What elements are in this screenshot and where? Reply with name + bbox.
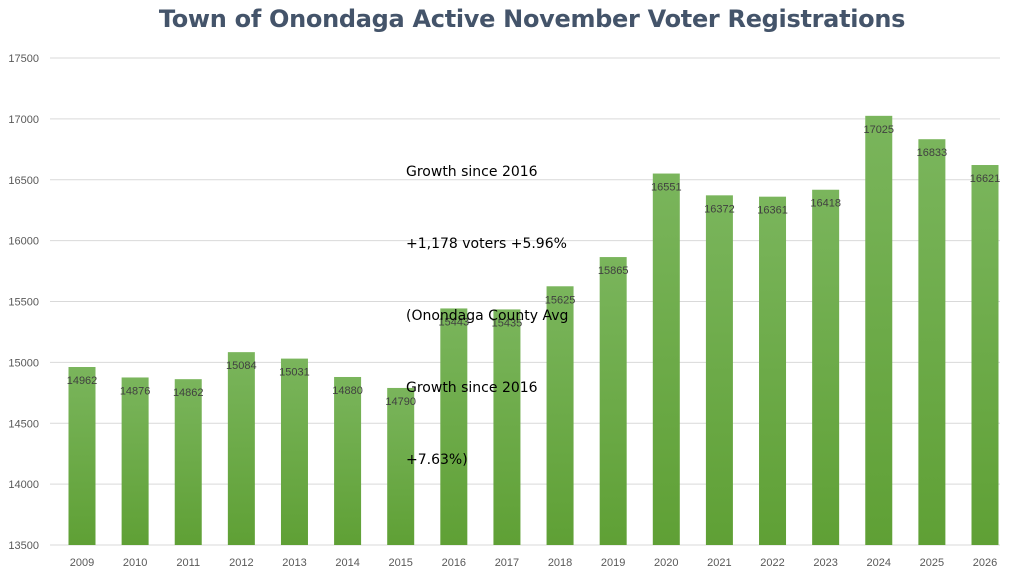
bar-2020	[652, 173, 680, 545]
x-tick-label: 2019	[601, 557, 625, 569]
data-label: 16833	[917, 147, 948, 159]
y-tick-label: 16000	[8, 236, 39, 248]
x-tick-label: 2025	[920, 557, 944, 569]
data-label: 16418	[810, 198, 841, 210]
x-tick-label: 2012	[229, 557, 253, 569]
data-label: 16551	[651, 182, 682, 194]
annotation-line: Growth since 2016	[406, 164, 538, 180]
bar-2017	[493, 309, 521, 545]
data-label: 14962	[67, 375, 98, 387]
y-tick-label: 17000	[8, 114, 39, 126]
x-tick-label: 2021	[707, 557, 731, 569]
data-label: 14790	[385, 396, 416, 408]
x-tick-label: 2026	[973, 557, 997, 569]
bar-2023	[812, 189, 840, 545]
bar-2022	[759, 196, 787, 545]
bar-2025	[918, 139, 946, 545]
x-tick-label: 2015	[388, 557, 412, 569]
annotation-line: Growth since 2016	[406, 380, 538, 396]
bar-2014	[334, 376, 362, 545]
y-tick-label: 17500	[8, 53, 39, 65]
x-tick-label: 2013	[282, 557, 306, 569]
data-label: 17025	[863, 124, 894, 136]
bar-2016	[440, 308, 468, 545]
data-label: 15435	[492, 317, 523, 329]
data-label: 15443	[439, 316, 470, 328]
data-label: 14880	[332, 385, 363, 397]
data-label: 14862	[173, 387, 204, 399]
x-tick-label: 2020	[654, 557, 678, 569]
bar-2024	[865, 115, 893, 546]
annotation-line: +7.63%)	[406, 452, 468, 468]
y-tick-label: 16500	[8, 175, 39, 187]
bar-2019	[599, 257, 627, 545]
data-label: 14876	[120, 385, 151, 397]
data-label: 16621	[970, 173, 1001, 185]
y-tick-label: 14000	[8, 479, 39, 491]
annotation-line: +1,178 voters +5.96%	[406, 236, 567, 252]
bar-2009	[68, 367, 96, 545]
data-label: 15865	[598, 265, 629, 277]
bar-2018	[546, 286, 574, 545]
y-tick-label: 14500	[8, 418, 39, 430]
bar-2015	[387, 387, 415, 545]
chart-title: Town of Onondaga Active November Voter R…	[158, 5, 906, 33]
bar-2011	[174, 379, 202, 545]
x-tick-label: 2022	[760, 557, 784, 569]
bar-2012	[227, 352, 255, 545]
gridlines	[50, 57, 1000, 546]
bar-2021	[705, 195, 733, 546]
y-tick-label: 15500	[8, 297, 39, 309]
x-tick-label: 2010	[123, 557, 147, 569]
data-label: 15031	[279, 367, 310, 379]
bar-2010	[121, 377, 149, 545]
y-tick-label: 13500	[8, 540, 39, 552]
x-tick-label: 2023	[813, 557, 837, 569]
x-tick-label: 2011	[176, 557, 200, 569]
data-label: 16361	[757, 205, 788, 217]
data-labels: 14962 14876 14862 15084 15031 14880 14790 15443…	[67, 124, 1001, 408]
data-label: 16372	[704, 203, 735, 215]
data-label: 15625	[545, 294, 576, 306]
bars	[68, 115, 999, 546]
y-axis: 13500 14000 14500 15000 15500 16000 16500 17000…	[8, 53, 39, 552]
bar-2013	[280, 358, 308, 545]
x-tick-label: 2014	[335, 557, 359, 569]
bar-2026	[971, 165, 999, 545]
y-tick-label: 15000	[8, 357, 39, 369]
annotation-line: (Onondaga County Avg	[406, 308, 569, 324]
x-axis: 2009 2010 2011 2012 2013 2014 2015 2016 2017 2018…	[70, 557, 997, 569]
data-label: 15084	[226, 360, 257, 372]
x-tick-label: 2016	[442, 557, 466, 569]
x-tick-label: 2018	[548, 557, 572, 569]
growth-annotation: Growth since 2016 +1,178 voters +5.96% (…	[406, 112, 568, 496]
x-tick-label: 2009	[70, 557, 94, 569]
x-tick-label: 2024	[867, 557, 891, 569]
x-tick-label: 2017	[495, 557, 519, 569]
